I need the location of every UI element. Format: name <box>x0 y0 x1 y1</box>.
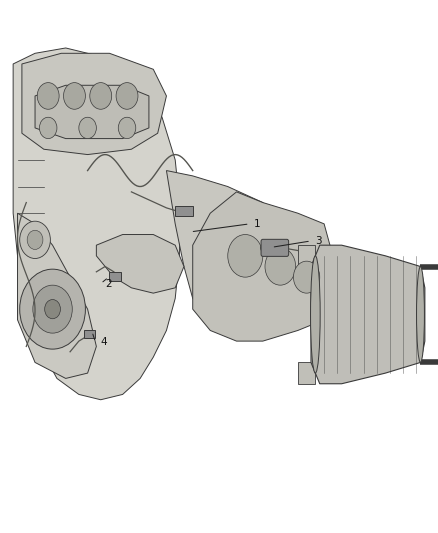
Circle shape <box>39 117 57 139</box>
Circle shape <box>33 285 72 333</box>
Circle shape <box>20 269 85 349</box>
Polygon shape <box>18 213 96 378</box>
Ellipse shape <box>417 266 424 362</box>
Polygon shape <box>193 192 333 341</box>
Circle shape <box>228 235 263 277</box>
Polygon shape <box>298 362 315 384</box>
Text: 3: 3 <box>315 236 322 246</box>
Polygon shape <box>13 48 180 400</box>
Text: 2: 2 <box>105 279 112 288</box>
Circle shape <box>79 117 96 139</box>
Polygon shape <box>166 171 298 330</box>
Bar <box>84 330 95 338</box>
Polygon shape <box>35 85 149 139</box>
Circle shape <box>45 300 60 319</box>
Circle shape <box>90 83 112 109</box>
Polygon shape <box>22 53 166 155</box>
Polygon shape <box>298 245 315 266</box>
FancyBboxPatch shape <box>261 239 289 256</box>
Circle shape <box>27 230 43 249</box>
Bar <box>109 272 121 281</box>
Ellipse shape <box>311 256 320 373</box>
Circle shape <box>293 261 320 293</box>
Circle shape <box>265 248 296 285</box>
Circle shape <box>64 83 85 109</box>
Text: 1: 1 <box>254 219 261 229</box>
Circle shape <box>20 221 50 259</box>
Circle shape <box>37 83 59 109</box>
Circle shape <box>118 117 136 139</box>
Polygon shape <box>311 245 425 384</box>
Text: 4: 4 <box>100 337 107 347</box>
Circle shape <box>116 83 138 109</box>
Bar <box>175 206 193 216</box>
Polygon shape <box>96 235 184 293</box>
